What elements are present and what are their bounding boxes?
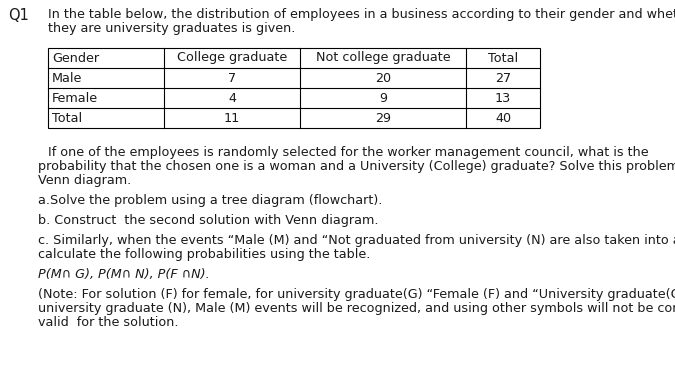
Text: 11: 11 [224,112,240,124]
Text: 7: 7 [228,72,236,84]
Text: 13: 13 [495,92,511,104]
Text: Not college graduate: Not college graduate [316,52,450,65]
Text: In the table below, the distribution of employees in a business according to the: In the table below, the distribution of … [48,8,675,21]
Text: university graduate (N), Male (M) events will be recognized, and using other sym: university graduate (N), Male (M) events… [38,302,675,315]
Text: Female: Female [52,92,98,104]
Text: probability that the chosen one is a woman and a University (College) graduate? : probability that the chosen one is a wom… [38,160,675,173]
Text: Gender: Gender [52,52,99,65]
Text: a.Solve the problem using a tree diagram (flowchart).: a.Solve the problem using a tree diagram… [38,194,382,207]
Text: they are university graduates is given.: they are university graduates is given. [48,22,296,35]
Text: valid  for the solution.: valid for the solution. [38,316,178,329]
Text: 27: 27 [495,72,511,84]
Text: (Note: For solution (F) for female, for university graduate(G) “Female (F) and “: (Note: For solution (F) for female, for … [38,288,675,301]
Text: Venn diagram.: Venn diagram. [38,174,131,187]
Text: 29: 29 [375,112,391,124]
Text: Total: Total [488,52,518,65]
Text: b. Construct  the second solution with Venn diagram.: b. Construct the second solution with Ve… [38,214,379,227]
Text: Male: Male [52,72,82,84]
Text: College graduate: College graduate [177,52,287,65]
Text: If one of the employees is randomly selected for the worker management council, : If one of the employees is randomly sele… [48,146,649,159]
Text: P(M∩ G), P(M∩ N), P(F ∩N).: P(M∩ G), P(M∩ N), P(F ∩N). [38,268,210,281]
Text: 20: 20 [375,72,391,84]
Text: 4: 4 [228,92,236,104]
Text: 40: 40 [495,112,511,124]
Text: calculate the following probabilities using the table.: calculate the following probabilities us… [38,248,371,261]
Text: 9: 9 [379,92,387,104]
Text: c. Similarly, when the events “Male (M) and “Not graduated from university (N) a: c. Similarly, when the events “Male (M) … [38,234,675,247]
Text: Total: Total [52,112,82,124]
Text: Q1: Q1 [8,8,29,23]
